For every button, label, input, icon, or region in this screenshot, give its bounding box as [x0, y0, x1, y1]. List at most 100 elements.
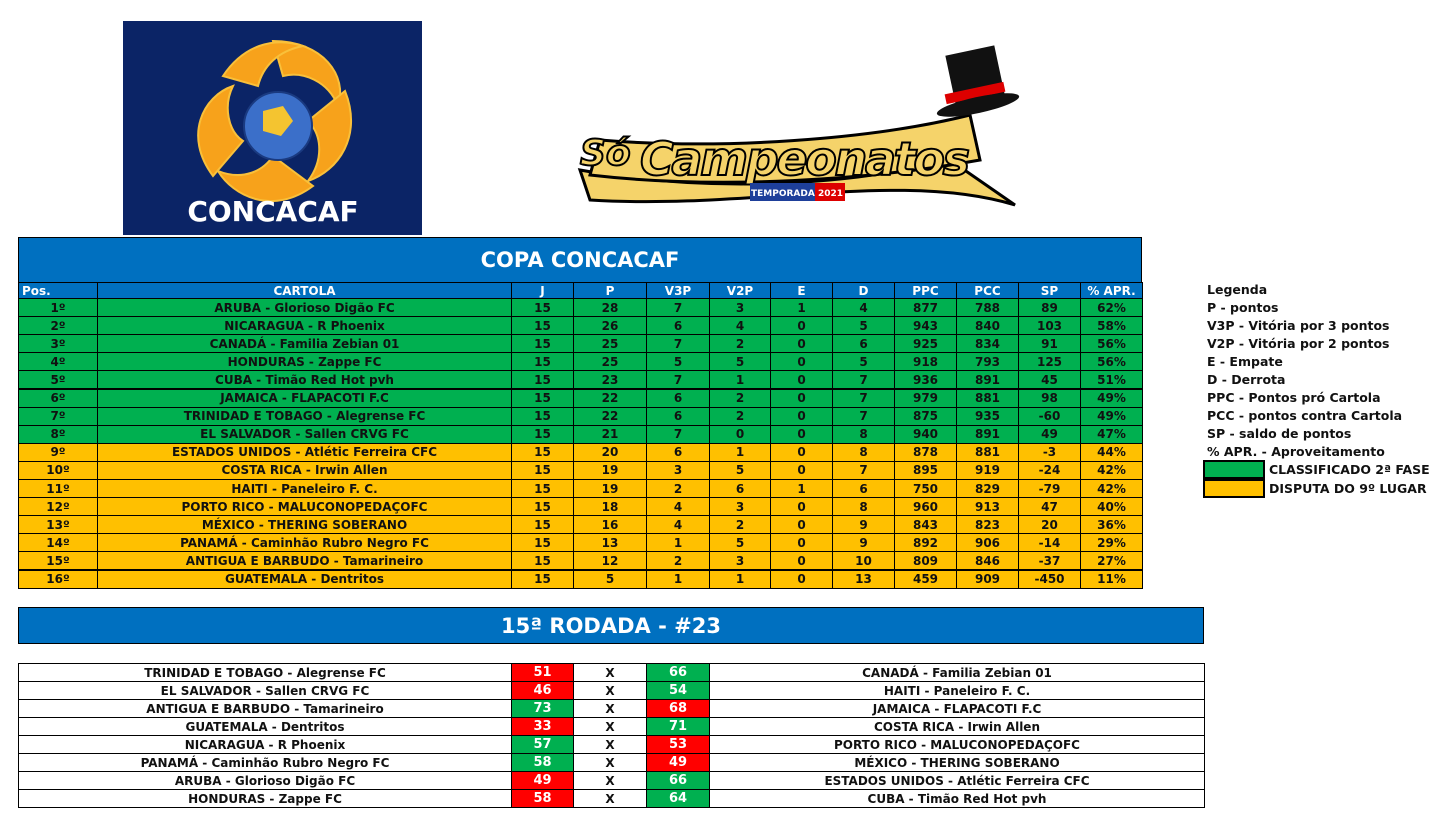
standings-cell: 62%: [1080, 298, 1143, 318]
match-cell: PANAMÁ - Caminhão Rubro Negro FC: [18, 753, 512, 772]
standings-cell: 0: [770, 334, 833, 354]
standings-cell: NICARAGUA - R Phoenix: [97, 316, 512, 336]
standings-cell: 2º: [18, 316, 98, 336]
standings-cell: GUATEMALA - Dentritos: [97, 569, 512, 589]
standings-cell: 6: [832, 334, 895, 354]
standings-cell: 4: [646, 497, 710, 517]
standings-cell: 0: [770, 442, 833, 462]
match-cell: 33: [511, 717, 574, 736]
standings-cell: 878: [894, 442, 957, 462]
standings-cell: 1º: [18, 298, 98, 318]
standings-cell: 15: [511, 442, 574, 462]
legend-item: SP - saldo de pontos: [1207, 426, 1352, 441]
standings-cell: 943: [894, 316, 957, 336]
standings-cell: 12º: [18, 497, 98, 517]
standings-cell: 8: [832, 424, 895, 444]
standings-cell: 22: [573, 406, 647, 426]
standings-cell: 5: [709, 533, 771, 553]
standings-cell: 13º: [18, 515, 98, 535]
standings-cell: 15: [511, 388, 574, 408]
legend-item: E - Empate: [1207, 354, 1283, 369]
standings-cell: -450: [1018, 569, 1081, 589]
standings-cell: 44%: [1080, 442, 1143, 462]
column-header: PCC: [956, 282, 1019, 299]
standings-cell: 925: [894, 334, 957, 354]
standings-cell: 10º: [18, 460, 98, 480]
standings-cell: 58%: [1080, 316, 1143, 336]
column-header: J: [511, 282, 574, 299]
standings-cell: 6: [709, 479, 771, 499]
match-cell: EL SALVADOR - Sallen CRVG FC: [18, 681, 512, 700]
standings-cell: 28: [573, 298, 647, 318]
match-cell: 58: [511, 789, 574, 808]
standings-cell: 788: [956, 298, 1019, 318]
match-cell: X: [573, 753, 647, 772]
standings-cell: 913: [956, 497, 1019, 517]
standings-cell: 4: [832, 298, 895, 318]
standings-cell: 14º: [18, 533, 98, 553]
standings-cell: 843: [894, 515, 957, 535]
standings-cell: 0: [770, 352, 833, 372]
logo-text: CONCACAF: [187, 195, 358, 228]
standings-cell: 15: [511, 460, 574, 480]
standings-cell: 16: [573, 515, 647, 535]
standings-cell: 27%: [1080, 551, 1143, 571]
standings-cell: 6: [646, 388, 710, 408]
standings-cell: 7: [832, 388, 895, 408]
standings-cell: 5: [646, 352, 710, 372]
standings-cell: 7: [832, 406, 895, 426]
standings-cell: 22: [573, 388, 647, 408]
standings-cell: TRINIDAD E TOBAGO - Alegrense FC: [97, 406, 512, 426]
column-header: SP: [1018, 282, 1081, 299]
standings-cell: 0: [770, 370, 833, 390]
standings-cell: 4º: [18, 352, 98, 372]
match-cell: 53: [646, 735, 710, 754]
standings-cell: 15º: [18, 551, 98, 571]
standings-cell: 47: [1018, 497, 1081, 517]
legend-item: PPC - Pontos pró Cartola: [1207, 390, 1381, 405]
standings-cell: 9: [832, 533, 895, 553]
standings-cell: 6: [646, 442, 710, 462]
match-cell: X: [573, 699, 647, 718]
standings-cell: 2: [709, 406, 771, 426]
standings-cell: -37: [1018, 551, 1081, 571]
standings-cell: 47%: [1080, 424, 1143, 444]
standings-cell: 0: [770, 388, 833, 408]
standings-cell: 49%: [1080, 406, 1143, 426]
standings-cell: 1: [770, 298, 833, 318]
standings-cell: 895: [894, 460, 957, 480]
standings-cell: 906: [956, 533, 1019, 553]
standings-cell: 793: [956, 352, 1019, 372]
standings-cell: 15: [511, 515, 574, 535]
standings-cell: 0: [770, 569, 833, 589]
standings-cell: 15: [511, 352, 574, 372]
standings-cell: 891: [956, 424, 1019, 444]
standings-cell: 1: [770, 479, 833, 499]
match-cell: X: [573, 735, 647, 754]
match-cell: X: [573, 681, 647, 700]
match-cell: CANADÁ - Familia Zebian 01: [709, 663, 1205, 682]
match-cell: 49: [511, 771, 574, 790]
standings-cell: 42%: [1080, 479, 1143, 499]
standings-cell: 8º: [18, 424, 98, 444]
standings-cell: 3º: [18, 334, 98, 354]
standings-cell: 0: [770, 497, 833, 517]
standings-cell: JAMAICA - FLAPACOTI F.C: [97, 388, 512, 408]
standings-cell: 29%: [1080, 533, 1143, 553]
column-header: V3P: [646, 282, 710, 299]
standings-cell: 881: [956, 442, 1019, 462]
standings-cell: 45: [1018, 370, 1081, 390]
standings-cell: 13: [573, 533, 647, 553]
standings-cell: 7: [646, 424, 710, 444]
standings-cell: 15: [511, 424, 574, 444]
standings-cell: -24: [1018, 460, 1081, 480]
standings-cell: ESTADOS UNIDOS - Atlétic Ferreira CFC: [97, 442, 512, 462]
match-cell: X: [573, 717, 647, 736]
standings-cell: 1: [709, 370, 771, 390]
standings-cell: 2: [709, 334, 771, 354]
standings-cell: -79: [1018, 479, 1081, 499]
standings-cell: 7: [646, 334, 710, 354]
standings-cell: 8: [832, 497, 895, 517]
standings-cell: 6: [646, 406, 710, 426]
standings-cell: 98: [1018, 388, 1081, 408]
